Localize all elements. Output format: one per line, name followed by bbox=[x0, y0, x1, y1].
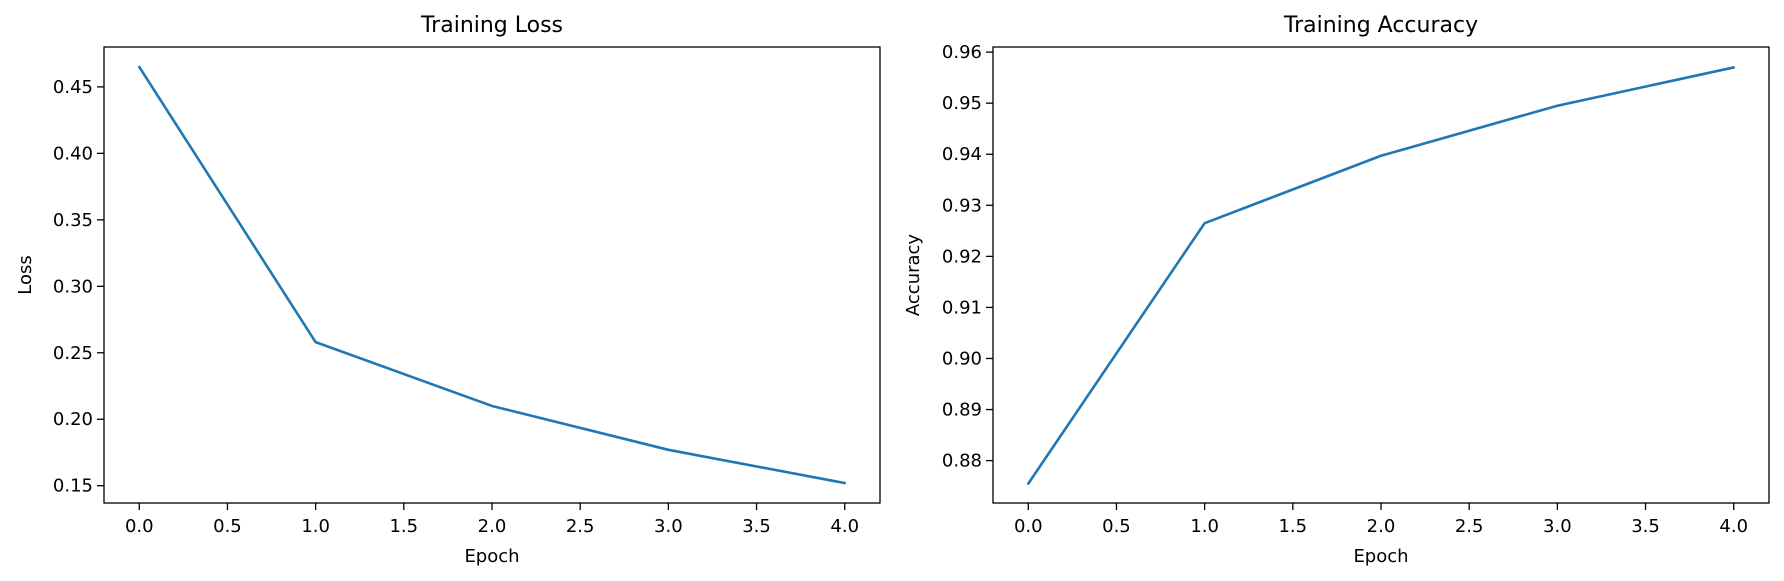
x-axis-label: Epoch bbox=[1353, 546, 1408, 567]
y-tick-label: 0.45 bbox=[53, 77, 93, 98]
y-tick-label: 0.93 bbox=[942, 195, 982, 216]
x-tick-label: 3.0 bbox=[1543, 516, 1572, 537]
y-tick-label: 0.89 bbox=[942, 400, 982, 421]
chart-title: Training Loss bbox=[420, 13, 563, 38]
x-tick-label: 0.0 bbox=[125, 516, 154, 537]
x-tick-label: 3.5 bbox=[1631, 516, 1660, 537]
y-tick-label: 0.30 bbox=[53, 276, 93, 297]
y-tick-label: 0.20 bbox=[53, 409, 93, 430]
y-tick-label: 0.25 bbox=[53, 343, 93, 364]
y-tick-label: 0.35 bbox=[53, 210, 93, 231]
x-tick-label: 2.5 bbox=[1455, 516, 1484, 537]
x-tick-label: 1.0 bbox=[301, 516, 330, 537]
y-tick-label: 0.91 bbox=[942, 297, 982, 318]
y-tick-label: 0.94 bbox=[942, 144, 982, 165]
y-tick-label: 0.88 bbox=[942, 451, 982, 472]
x-tick-label: 4.0 bbox=[830, 516, 859, 537]
y-tick-label: 0.40 bbox=[53, 143, 93, 164]
y-tick-label: 0.95 bbox=[942, 93, 982, 114]
x-tick-label: 3.0 bbox=[654, 516, 683, 537]
x-tick-label: 1.5 bbox=[1278, 516, 1307, 537]
x-tick-label: 2.0 bbox=[478, 516, 507, 537]
plot-frame bbox=[992, 46, 1770, 504]
y-tick-label: 0.92 bbox=[942, 246, 982, 267]
x-tick-label: 4.0 bbox=[1719, 516, 1748, 537]
series-line bbox=[1026, 66, 1736, 485]
series-line bbox=[137, 65, 847, 485]
y-tick-label: 0.90 bbox=[942, 348, 982, 369]
y-axis-label: Accuracy bbox=[903, 234, 924, 317]
chart-title: Training Accuracy bbox=[1283, 13, 1478, 38]
x-tick-label: 0.5 bbox=[1102, 516, 1131, 537]
x-tick-label: 2.0 bbox=[1367, 516, 1396, 537]
x-tick-label: 0.5 bbox=[213, 516, 242, 537]
chart-panel-1: 0.0 0.5 1.0 1.5 2.0 2.5 3.0 3.5 4.0 0.15 0.20 0.25 0… bbox=[15, 13, 881, 567]
y-tick-label: 0.96 bbox=[942, 42, 982, 63]
chart-panel-2: 0.0 0.5 1.0 1.5 2.0 2.5 3.0 3.5 4.0 0.88 0.89 0.90 0… bbox=[903, 13, 1770, 567]
x-tick-label: 0.0 bbox=[1014, 516, 1043, 537]
x-tick-label: 2.5 bbox=[566, 516, 595, 537]
plot-frame bbox=[103, 46, 881, 504]
y-tick-label: 0.15 bbox=[53, 476, 93, 497]
x-tick-label: 1.5 bbox=[389, 516, 418, 537]
x-axis-label: Epoch bbox=[464, 546, 519, 567]
x-tick-label: 1.0 bbox=[1190, 516, 1219, 537]
y-axis-label: Loss bbox=[15, 255, 36, 294]
x-tick-label: 3.5 bbox=[742, 516, 771, 537]
